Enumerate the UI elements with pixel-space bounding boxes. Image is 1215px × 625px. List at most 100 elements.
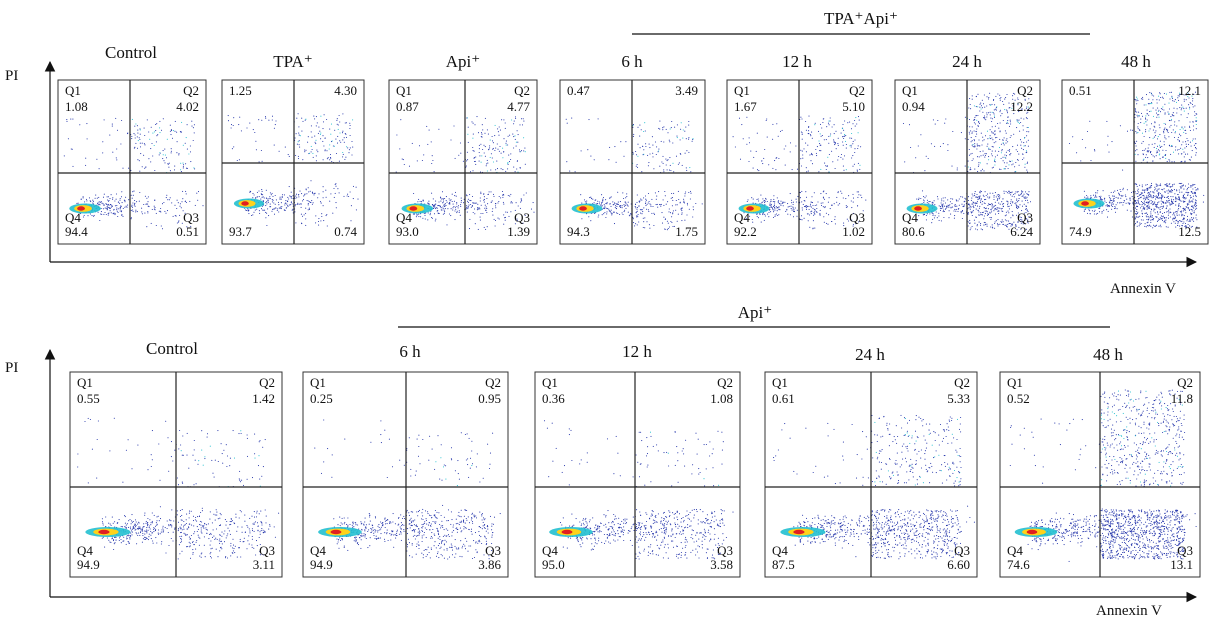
- event-dot: [1185, 197, 1187, 199]
- event-dot: [977, 209, 979, 211]
- event-dot: [1146, 119, 1148, 121]
- event-dot: [653, 213, 656, 215]
- event-dot: [987, 204, 989, 207]
- event-dot: [973, 146, 975, 148]
- event-dot: [301, 200, 304, 202]
- event-dot: [1190, 212, 1192, 214]
- event-dot: [1189, 101, 1191, 104]
- event-dot: [972, 205, 974, 207]
- event-dot: [671, 221, 673, 224]
- event-dot: [288, 204, 290, 206]
- event-dot: [801, 190, 803, 192]
- event-dot: [980, 212, 982, 214]
- event-dot: [641, 213, 643, 215]
- event-dot: [645, 199, 647, 201]
- event-dot: [485, 206, 487, 208]
- event-dot: [1006, 162, 1008, 164]
- event-dot: [1143, 200, 1145, 202]
- event-dot: [1176, 125, 1178, 127]
- event-dot: [1027, 193, 1029, 196]
- event-dot: [787, 206, 789, 208]
- event-dot: [926, 202, 928, 204]
- event-dot: [261, 196, 263, 198]
- event-dot: [955, 200, 958, 202]
- event-dot: [1149, 215, 1152, 217]
- event-dot: [625, 197, 627, 199]
- event-dot: [1022, 195, 1024, 197]
- event-dot: [1137, 128, 1139, 130]
- event-dot: [934, 204, 936, 206]
- event-dot: [980, 223, 982, 225]
- event-dot: [792, 216, 795, 218]
- event-dot: [803, 148, 805, 150]
- event-dot: [131, 197, 133, 199]
- event-dot: [347, 147, 349, 149]
- event-dot: [89, 213, 92, 215]
- event-dot: [141, 142, 143, 144]
- event-dot: [833, 141, 835, 143]
- event-dot: [1015, 202, 1017, 204]
- event-dot: [315, 125, 317, 127]
- event-dot: [1160, 107, 1162, 110]
- event-dot: [183, 520, 185, 523]
- event-dot: [1192, 192, 1194, 194]
- event-dot: [171, 509, 173, 511]
- event-dot: [1153, 146, 1155, 148]
- event-dot: [70, 118, 72, 120]
- event-dot: [196, 520, 198, 522]
- event-dot: [1184, 208, 1186, 210]
- event-dot: [501, 119, 503, 121]
- event-dot: [348, 149, 350, 151]
- event-dot: [934, 123, 936, 125]
- event-dot: [1173, 212, 1175, 215]
- event-dot: [950, 198, 952, 200]
- event-dot: [86, 200, 88, 202]
- event-dot: [993, 205, 995, 207]
- event-dot: [474, 213, 476, 215]
- event-dot: [133, 524, 135, 526]
- event-dot: [267, 201, 269, 203]
- event-dot: [1165, 149, 1167, 152]
- event-dot: [455, 208, 457, 210]
- event-dot: [270, 194, 272, 196]
- event-dot: [189, 145, 191, 147]
- event-dot: [1185, 99, 1187, 101]
- event-dot: [1000, 143, 1002, 145]
- event-dot: [134, 134, 136, 136]
- event-dot: [1190, 185, 1192, 187]
- event-dot: [168, 166, 170, 168]
- event-dot: [1158, 218, 1160, 220]
- event-dot: [837, 204, 839, 206]
- event-dot: [516, 219, 519, 222]
- event-dot: [770, 198, 772, 201]
- event-dot: [85, 198, 88, 200]
- event-dot: [982, 154, 984, 156]
- event-dot: [1101, 199, 1103, 201]
- event-dot: [139, 170, 141, 172]
- event-dot: [1163, 109, 1165, 111]
- event-dot: [514, 116, 517, 118]
- event-dot: [815, 152, 817, 154]
- event-dot: [973, 219, 975, 221]
- event-dot: [491, 200, 493, 202]
- event-dot: [934, 215, 936, 217]
- event-dot: [1144, 199, 1147, 201]
- event-dot: [998, 127, 1000, 129]
- event-dot: [1173, 199, 1175, 201]
- event-dot: [1154, 132, 1156, 134]
- event-dot: [446, 224, 448, 226]
- event-dot: [1182, 210, 1185, 212]
- event-dot: [1183, 156, 1185, 158]
- event-dot: [261, 119, 263, 121]
- event-dot: [256, 208, 258, 210]
- event-dot: [942, 207, 944, 209]
- event-dot: [1009, 191, 1011, 193]
- event-dot: [307, 187, 309, 189]
- event-dot: [454, 191, 457, 193]
- event-dot: [608, 159, 610, 161]
- event-dot: [142, 538, 144, 540]
- event-dot: [971, 132, 973, 134]
- event-dot: [1005, 157, 1007, 159]
- event-dot: [519, 167, 521, 169]
- event-dot: [1016, 199, 1018, 201]
